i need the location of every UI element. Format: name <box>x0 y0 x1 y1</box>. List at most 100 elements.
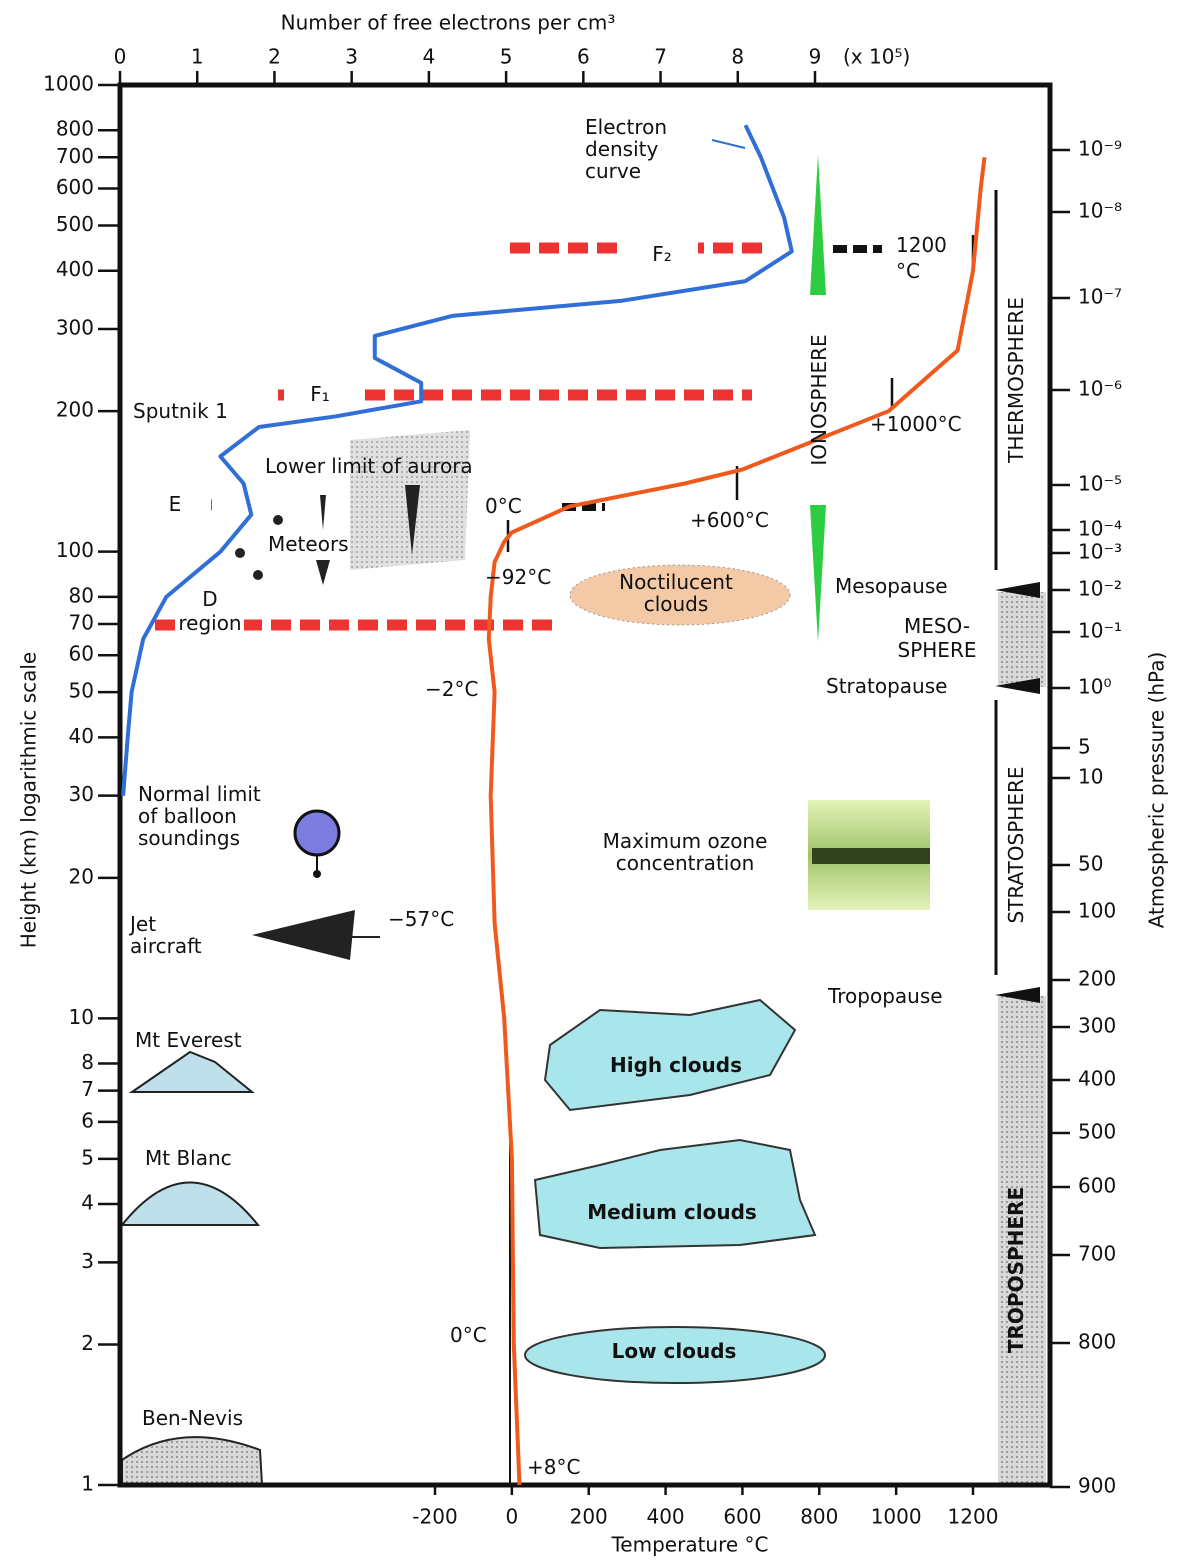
x-tick-label: 0 <box>505 1505 518 1529</box>
x-tick-label: 1000 <box>871 1505 922 1529</box>
y2-tick-label: 10 <box>1078 765 1103 789</box>
mt-blanc <box>122 1183 258 1226</box>
balloon <box>295 811 339 855</box>
region-label: E <box>169 492 182 516</box>
mesosphere-shade <box>998 592 1046 687</box>
stratosphere-label-line: STRATOSPHERE <box>1004 766 1028 923</box>
meteors-label-line: Meteors <box>268 532 349 556</box>
y-tick-label: 200 <box>56 398 94 422</box>
jet-label-line: aircraft <box>130 934 202 958</box>
leader-line <box>712 140 745 148</box>
y2-tick-label: 10⁻⁵ <box>1078 472 1122 496</box>
y-tick-label: 40 <box>69 724 94 748</box>
mt-everest <box>132 1052 252 1092</box>
noctilucent-label-line: clouds <box>644 592 709 616</box>
y2-tick-label: 10⁰ <box>1078 675 1111 699</box>
x2-tick-label: 1 <box>191 45 204 69</box>
tm57-label: −57°C <box>388 907 454 931</box>
t1000-label-line: +1000°C <box>870 412 962 436</box>
x-tick-label: -200 <box>412 1505 457 1529</box>
y-tick-label: 100 <box>56 538 94 562</box>
mesosphere-label: MESO-SPHERE <box>898 614 977 662</box>
tm92-label-line: −92°C <box>485 565 551 589</box>
tm92-label: −92°C <box>485 565 551 589</box>
y-tick-label: 7 <box>81 1077 94 1101</box>
medium-cloud <box>535 1140 815 1248</box>
balloon-label-line: of balloon <box>138 804 237 828</box>
x2-tick-label: 6 <box>577 45 590 69</box>
high-label: High clouds <box>610 1053 742 1077</box>
x-tick-label: 200 <box>570 1505 608 1529</box>
y-tick-label: 60 <box>69 642 94 666</box>
aurora-label: Lower limit of aurora <box>265 454 473 478</box>
y2-tick-label: 200 <box>1078 967 1116 991</box>
jet-label-line: Jet <box>128 912 156 936</box>
ionosphere-label: IONOSPHERE <box>807 334 831 465</box>
y-tick-label: 800 <box>56 117 94 141</box>
y-tick-label: 1 <box>81 1472 94 1496</box>
region-label: F₁ <box>310 382 330 406</box>
low-label-line: Low clouds <box>612 1339 737 1363</box>
thermosphere-label-line: THERMOSPHERE <box>1004 297 1028 464</box>
mesopause-label-line: Mesopause <box>835 574 948 598</box>
y2-tick-label: 10⁻⁸ <box>1078 199 1122 223</box>
left-title: Height (km) logarithmic scale <box>17 652 41 948</box>
meteor <box>273 515 283 525</box>
y2-tick-label: 10⁻² <box>1078 577 1122 601</box>
ben-nevis <box>122 1437 262 1485</box>
medium-label-line: Medium clouds <box>587 1200 757 1224</box>
region-label-line: region <box>178 611 241 635</box>
sputnik-label: Sputnik 1 <box>133 399 228 423</box>
high-label-line: High clouds <box>610 1053 742 1077</box>
stratopause-label: Stratopause <box>826 674 947 698</box>
meteor <box>235 548 245 558</box>
thermosphere-label: THERMOSPHERE <box>1004 297 1028 464</box>
top-title: Number of free electrons per cm³ <box>281 11 616 35</box>
y2-tick-label: 800 <box>1078 1330 1116 1354</box>
sputnik-label-line: Sputnik 1 <box>133 399 228 423</box>
y-tick-label: 80 <box>69 583 94 607</box>
region-label-line: D <box>202 587 217 611</box>
y2-tick-label: 10⁻⁴ <box>1078 517 1122 541</box>
y2-tick-label: 500 <box>1078 1120 1116 1144</box>
region-label-line: F₂ <box>652 242 672 266</box>
y-tick-label: 20 <box>69 864 94 888</box>
t0low-label-line: 0°C <box>450 1323 487 1347</box>
x2-tick-label: 5 <box>500 45 513 69</box>
mesosphere-label-line: MESO- <box>904 614 970 638</box>
y-tick-label: 700 <box>56 144 94 168</box>
noctilucent-label-line: Noctilucent <box>619 570 733 594</box>
low-label: Low clouds <box>612 1339 737 1363</box>
y-tick-label: 50 <box>69 679 94 703</box>
t0low-label: 0°C <box>450 1323 487 1347</box>
electron-label: Electrondensitycurve <box>585 115 667 183</box>
ionosphere-band <box>810 155 826 295</box>
balloon-label-line: soundings <box>138 826 240 850</box>
y-tick-label: 8 <box>81 1050 94 1074</box>
y-tick-label: 30 <box>69 782 94 806</box>
t0high-label-line: 0°C <box>485 494 522 518</box>
y2-tick-label: 10⁻¹ <box>1078 619 1122 643</box>
x-tick-label: 800 <box>800 1505 838 1529</box>
x2-tick-label: 4 <box>423 45 436 69</box>
t8-label-line: +8°C <box>527 1455 580 1479</box>
x2-tick-label: 0 <box>114 45 127 69</box>
y2-tick-label: 300 <box>1078 1014 1116 1038</box>
mesosphere-label-line: SPHERE <box>898 638 977 662</box>
t1200-label: 1200°C <box>896 233 947 283</box>
aurora-label-line: Lower limit of aurora <box>265 454 473 478</box>
stratopause-label-line: Stratopause <box>826 674 947 698</box>
y-tick-label: 1000 <box>43 72 94 96</box>
y2-tick-label: 700 <box>1078 1242 1116 1266</box>
tm2-label: −2°C <box>425 677 478 701</box>
x-tick-label: 400 <box>646 1505 684 1529</box>
t8-label: +8°C <box>527 1455 580 1479</box>
blanc-label: Mt Blanc <box>145 1146 232 1170</box>
y2-tick-label: 50 <box>1078 852 1103 876</box>
x-tick-label: 1200 <box>948 1505 999 1529</box>
jet-aircraft <box>252 910 355 960</box>
medium-label: Medium clouds <box>587 1200 757 1224</box>
page: 1234567810203040506070801002003004005006… <box>0 0 1179 1562</box>
t1000-label: +1000°C <box>870 412 962 436</box>
